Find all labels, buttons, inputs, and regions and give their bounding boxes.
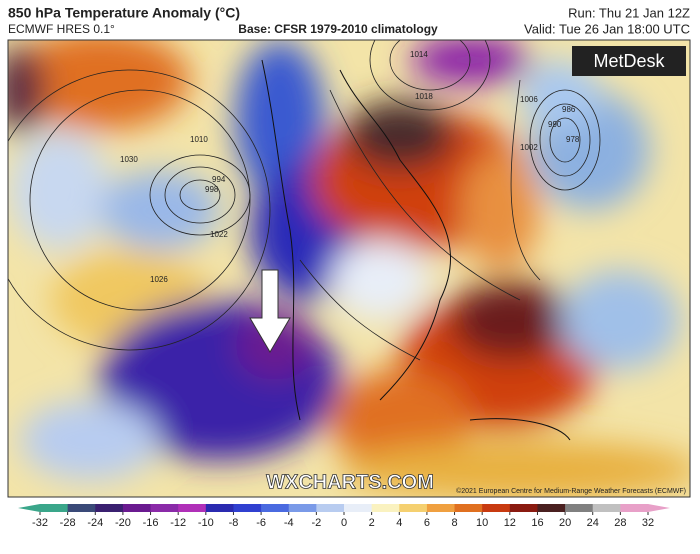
isobars	[8, 40, 601, 361]
colorbar-segment	[288, 504, 317, 512]
colorbar-segment	[178, 504, 207, 512]
anomaly-blob	[8, 45, 45, 135]
valid: Valid: Tue 26 Jan 18:00 UTC	[524, 21, 690, 36]
anomaly-blob	[235, 310, 315, 380]
colorbar-label: -8	[229, 517, 239, 529]
isobar-label: 1010	[190, 135, 208, 144]
anomaly-blob	[450, 280, 570, 360]
watermark: WXCHARTS.COM	[266, 471, 434, 493]
colorbar-label: 24	[587, 517, 599, 529]
map-frame	[7, 39, 691, 498]
isobar-label: 1002	[520, 143, 538, 152]
colorbar-end	[18, 504, 40, 512]
colorbar-label: 0	[341, 517, 347, 529]
isobar-label: 986	[562, 105, 576, 114]
colorbar-label: -10	[198, 517, 214, 529]
colorbar-segment	[399, 504, 428, 512]
isobar-label: 998	[205, 185, 219, 194]
colorbar-segment	[150, 504, 179, 512]
anomaly-blob	[100, 170, 220, 250]
colorbar-segment	[205, 504, 234, 512]
colorbar-segment	[620, 504, 649, 512]
title: 850 hPa Temperature Anomaly (°C)	[8, 5, 240, 21]
isobar-label: 978	[566, 135, 580, 144]
isobar-label: 1018	[415, 92, 433, 101]
isobar-label: 994	[212, 175, 226, 184]
map: MetDesk WXCHARTS.COM ©2021 European Cent…	[8, 40, 690, 497]
colorbar-segment	[316, 504, 345, 512]
colorbar: -32 -28 -24 -20 -16 -12 -10 -8 -6 -4 -2 0 2 4 6 8 10 12 16…	[18, 504, 670, 529]
colorbar-label: 12	[504, 517, 516, 529]
isobar-label: 1026	[150, 275, 168, 284]
colorbar-label: 20	[559, 517, 571, 529]
colorbar-segment	[565, 504, 594, 512]
colorbar-label: -24	[87, 517, 103, 529]
colorbar-segment	[344, 504, 373, 512]
anomaly-blob	[460, 150, 540, 270]
colorbar-segment	[233, 504, 262, 512]
arrow	[249, 269, 291, 353]
colorbar-label: -20	[115, 517, 131, 529]
anomaly-blob	[560, 270, 680, 370]
isobar-label: 1014	[410, 50, 428, 59]
colorbar-label: 4	[396, 517, 402, 529]
colorbar-label: -28	[60, 517, 76, 529]
colorbar-label: 8	[451, 517, 457, 529]
anomaly-blob	[20, 400, 160, 480]
anomaly-blob	[235, 40, 325, 200]
colorbar-end	[648, 504, 670, 512]
logo: MetDesk	[593, 51, 665, 71]
colorbar-label: -16	[143, 517, 159, 529]
isobar-label: 1006	[520, 95, 538, 104]
isobar-label: 990	[548, 120, 562, 129]
colorbar-label: 28	[614, 517, 626, 529]
base: Base: CFSR 1979-2010 climatology	[238, 22, 438, 36]
anomaly-blob	[10, 40, 190, 130]
colorbar-label: 6	[424, 517, 430, 529]
isobar-label: 1022	[210, 230, 228, 239]
isobar-label: 1030	[120, 155, 138, 164]
colorbar-label: -4	[284, 517, 294, 529]
colorbar-label: -2	[311, 517, 321, 529]
anomaly-blob	[10, 130, 110, 250]
colorbar-label: -6	[256, 517, 266, 529]
colorbar-segment	[454, 504, 483, 512]
colorbar-label: 2	[369, 517, 375, 529]
model: ECMWF HRES 0.1°	[8, 22, 115, 36]
colorbar-segment	[482, 504, 511, 512]
colorbar-segment	[261, 504, 290, 512]
colorbar-segment	[95, 504, 124, 512]
anomaly-blob	[340, 440, 690, 497]
colorbar-segment	[592, 504, 621, 512]
colorbar-label: -32	[32, 517, 48, 529]
colorbar-label: 32	[642, 517, 654, 529]
colorbar-label: 10	[476, 517, 488, 529]
colorbar-segment	[122, 504, 152, 512]
colorbar-segment	[537, 504, 566, 512]
logo-box	[572, 46, 686, 76]
colorbar-label: -12	[170, 517, 186, 529]
colorbar-segment	[371, 504, 400, 512]
copyright: ©2021 European Centre for Medium-Range W…	[456, 487, 686, 495]
anomaly-field	[8, 40, 690, 497]
run: Run: Thu 21 Jan 12Z	[568, 5, 690, 20]
anomaly-blob	[520, 60, 600, 130]
colorbar-segment	[67, 504, 96, 512]
coastlines	[261, 59, 571, 441]
anomaly-blob	[330, 240, 430, 320]
colorbar-segment	[509, 504, 538, 512]
colorbar-label: 16	[531, 517, 543, 529]
colorbar-segment	[426, 504, 456, 512]
colorbar-segment	[40, 504, 69, 512]
